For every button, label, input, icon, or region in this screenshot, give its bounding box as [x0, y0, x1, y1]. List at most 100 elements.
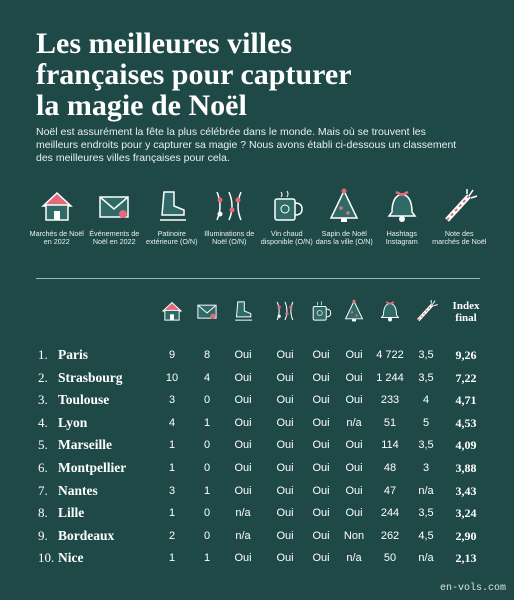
- legend-label: Illuminations de Noël (O/N): [204, 229, 255, 247]
- icon-shape: [119, 210, 128, 218]
- icon: [99, 196, 129, 218]
- cell-value: Oui: [234, 484, 252, 497]
- icon: [417, 299, 438, 322]
- legend-label: Sapin de Noël dans la ville (O/N): [315, 229, 373, 247]
- cell-value: Oui: [234, 439, 252, 452]
- icon: [216, 191, 242, 221]
- cell-value: 3: [168, 484, 176, 497]
- icon-shape: [430, 299, 438, 307]
- cell-value: 1 244: [376, 371, 404, 384]
- icon: [197, 304, 217, 319]
- icon-shape: [216, 191, 242, 221]
- icon-shape: [326, 308, 332, 318]
- cell-value: Oui: [276, 371, 294, 384]
- legend-label: Note des marchés de Noël: [432, 229, 487, 247]
- icon-shape: [235, 301, 252, 318]
- icon-shape: [350, 311, 354, 314]
- index-value: 9,26: [455, 348, 477, 362]
- icon-shape: [330, 189, 359, 219]
- city: Strasbourg: [58, 369, 123, 385]
- cell-value: 262: [380, 529, 400, 542]
- title-line: la magie de Noël: [36, 89, 247, 122]
- legend-label: Vin chaud disponible (O/N): [260, 229, 313, 247]
- index-value: 2,90: [455, 528, 477, 543]
- cell-value: 3,5: [418, 507, 434, 520]
- icon: [387, 190, 417, 222]
- cell-value: Oui: [345, 371, 363, 384]
- rank: 9.: [38, 527, 48, 543]
- cell-value: 1: [203, 416, 211, 429]
- legend-item: Événements de Noël en 2022: [86, 186, 144, 247]
- cell-value: 4 722: [376, 349, 404, 361]
- icon-shape: [217, 197, 223, 203]
- icon-shape: [99, 196, 129, 210]
- cell-value: Oui: [312, 529, 330, 542]
- cell-value: 1: [168, 462, 176, 474]
- icon: [276, 301, 294, 321]
- cell-value: 3: [168, 394, 176, 407]
- icon-shape: [352, 299, 356, 303]
- cell-value: Oui: [276, 349, 294, 361]
- watermark: en-vols.com: [439, 583, 506, 594]
- icon-shape: [276, 301, 294, 321]
- index-value: 7,22: [455, 370, 477, 385]
- icon-shape: [395, 190, 409, 197]
- index-value: 3,43: [455, 483, 477, 498]
- cell-value: 4: [422, 394, 430, 407]
- cell-value: 233: [380, 394, 400, 407]
- cell-value: Oui: [234, 394, 252, 407]
- icon-shape: [229, 207, 235, 213]
- title-line: Les meilleures villes: [36, 27, 293, 60]
- icon-shape: [197, 304, 217, 314]
- icon: [330, 188, 359, 222]
- legend-label: Hashtags Instagram: [385, 229, 418, 247]
- cell-value: 3,5: [418, 349, 434, 361]
- icon-shape: [466, 189, 478, 199]
- cell-value: 3: [422, 462, 430, 474]
- cell-value: Oui: [234, 462, 252, 474]
- cell-value: Oui: [276, 507, 294, 520]
- cell-value: n/a: [235, 529, 251, 542]
- legend-item: Illuminations de Noël (O/N): [201, 186, 259, 247]
- icon-shape: [417, 303, 434, 322]
- cell-value: Oui: [276, 462, 294, 474]
- icon-shape: [312, 305, 327, 321]
- cell-value: Oui: [345, 462, 363, 474]
- cell-value: 1: [168, 439, 176, 452]
- cell-value: 3,5: [418, 371, 434, 384]
- icon-shape: [170, 314, 174, 321]
- icon-shape: [445, 194, 472, 222]
- city: Toulouse: [58, 392, 110, 408]
- legend-label: Marchés de Noël en 2022: [29, 229, 84, 247]
- icon-shape: [341, 188, 347, 194]
- cell-value: Oui: [276, 552, 294, 565]
- icon-shape: [352, 318, 356, 322]
- cell-value: 8: [203, 349, 211, 361]
- cell-value: n/a: [346, 416, 362, 429]
- icon-shape: [285, 311, 289, 316]
- cell-value: Non: [343, 529, 365, 542]
- icon: [344, 299, 364, 322]
- icon-shape: [380, 302, 400, 318]
- cell-value: n/a: [418, 484, 434, 497]
- cell-value: 4: [168, 416, 176, 429]
- icon-shape: [40, 191, 73, 207]
- icon: [445, 189, 478, 222]
- icon: [235, 301, 253, 321]
- rank: 3.: [38, 392, 48, 408]
- icon-shape: [346, 211, 351, 215]
- cell-value: Oui: [312, 371, 330, 384]
- cell-value: 0: [203, 394, 211, 407]
- cell-value: Oui: [276, 439, 294, 452]
- rank: 5.: [38, 437, 48, 453]
- cell-value: Oui: [234, 552, 252, 565]
- cell-value: 9: [168, 349, 176, 361]
- legend-item: Sapin de Noël dans la ville (O/N): [316, 186, 374, 247]
- city: Nice: [58, 550, 84, 566]
- cell-value: 50: [383, 552, 397, 565]
- icon-shape: [398, 216, 405, 222]
- icon-shape: [53, 211, 60, 220]
- legend-item: Marchés de Noël en 2022: [28, 186, 86, 247]
- index-value: 3,88: [455, 461, 477, 475]
